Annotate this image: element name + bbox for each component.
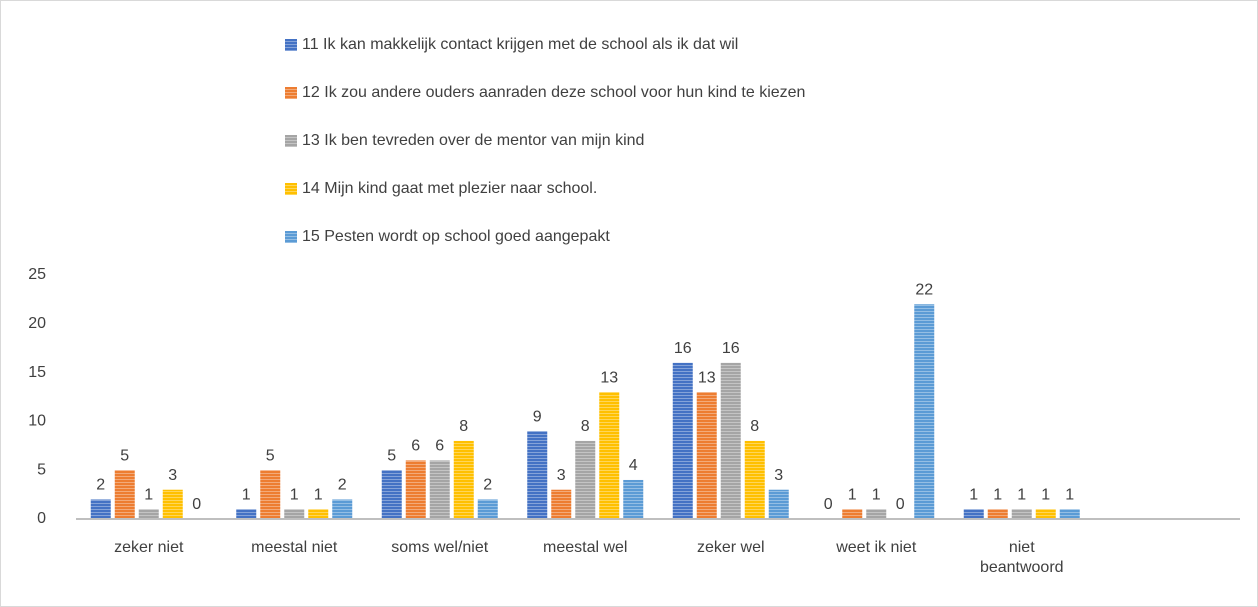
legend-swatch <box>285 135 297 147</box>
bar <box>1035 509 1056 519</box>
data-label: 16 <box>674 340 692 357</box>
data-label: 0 <box>192 496 201 513</box>
x-tick-label: weet ik niet <box>836 539 917 556</box>
data-label: 8 <box>581 418 590 435</box>
bar <box>236 509 257 519</box>
data-label: 0 <box>824 496 833 513</box>
data-label: 6 <box>435 438 444 455</box>
x-tick-label: zeker wel <box>696 539 765 556</box>
bar <box>672 362 693 519</box>
data-label: 1 <box>290 486 299 503</box>
data-label: 1 <box>872 486 881 503</box>
legend-swatch <box>285 183 297 195</box>
bar <box>114 470 135 519</box>
bar <box>138 509 159 519</box>
data-label: 16 <box>722 340 740 357</box>
data-label: 1 <box>1065 486 1074 503</box>
bar <box>744 440 765 519</box>
data-label: 2 <box>338 477 347 494</box>
bar <box>842 509 863 519</box>
data-label: 0 <box>896 496 905 513</box>
y-tick-label: 10 <box>28 413 46 430</box>
data-label: 1 <box>144 486 153 503</box>
data-label: 1 <box>969 486 978 503</box>
legend-label: 11 Ik kan makkelijk contact krijgen met … <box>302 36 738 53</box>
data-label: 22 <box>915 281 933 298</box>
x-tick-label: meestal niet <box>251 539 338 556</box>
bar <box>284 509 305 519</box>
legend-swatch <box>285 39 297 51</box>
bar <box>866 509 887 519</box>
bar <box>527 431 548 519</box>
data-label: 13 <box>600 369 618 386</box>
data-label: 3 <box>168 467 177 484</box>
bar <box>1011 509 1032 519</box>
data-label: 5 <box>266 447 275 464</box>
bar <box>987 509 1008 519</box>
data-label: 1 <box>993 486 1002 503</box>
data-label: 9 <box>533 408 542 425</box>
data-label: 5 <box>120 447 129 464</box>
legend-swatch <box>285 231 297 243</box>
data-label: 8 <box>750 418 759 435</box>
legend-label: 14 Mijn kind gaat met plezier naar schoo… <box>302 180 597 197</box>
data-label: 1 <box>242 486 251 503</box>
x-tick-label: zeker niet <box>114 539 184 556</box>
x-tick-label: niet beantwoord <box>979 539 1064 576</box>
bar <box>453 440 474 519</box>
data-label: 5 <box>387 447 396 464</box>
bar <box>696 392 717 519</box>
x-tick-label: soms wel/niet <box>391 539 489 556</box>
legend-label: 12 Ik zou andere ouders aanraden deze sc… <box>302 84 805 101</box>
bar <box>260 470 281 519</box>
data-label: 3 <box>557 467 566 484</box>
data-label: 1 <box>1017 486 1026 503</box>
bar <box>308 509 329 519</box>
legend-label: 13 Ik ben tevreden over de mentor van mi… <box>302 132 644 149</box>
data-label: 1 <box>314 486 323 503</box>
bar <box>1059 509 1080 519</box>
bar <box>599 392 620 519</box>
bar <box>90 499 111 519</box>
bar <box>575 440 596 519</box>
bar <box>551 489 572 519</box>
legend-swatch <box>285 87 297 99</box>
y-tick-label: 0 <box>37 510 46 527</box>
data-label: 6 <box>411 438 420 455</box>
x-tick-label: meestal wel <box>543 539 628 556</box>
data-label: 1 <box>1041 486 1050 503</box>
bar <box>477 499 498 519</box>
data-label: 4 <box>629 457 638 474</box>
bar <box>720 362 741 519</box>
bar <box>429 460 450 519</box>
data-label: 1 <box>848 486 857 503</box>
data-label: 8 <box>459 418 468 435</box>
bar <box>381 470 402 519</box>
data-label: 2 <box>483 477 492 494</box>
bar <box>162 489 183 519</box>
legend-label: 15 Pesten wordt op school goed aangepakt <box>302 228 610 245</box>
y-tick-label: 15 <box>28 364 46 381</box>
data-label: 2 <box>96 477 105 494</box>
bar <box>768 489 789 519</box>
data-label: 3 <box>774 467 783 484</box>
y-tick-label: 25 <box>28 266 46 283</box>
bar <box>405 460 426 519</box>
bar <box>914 304 935 519</box>
data-label: 13 <box>698 369 716 386</box>
y-tick-label: 20 <box>28 315 46 332</box>
bar <box>332 499 353 519</box>
y-tick-label: 5 <box>37 461 46 478</box>
bar <box>623 479 644 519</box>
bar <box>963 509 984 519</box>
